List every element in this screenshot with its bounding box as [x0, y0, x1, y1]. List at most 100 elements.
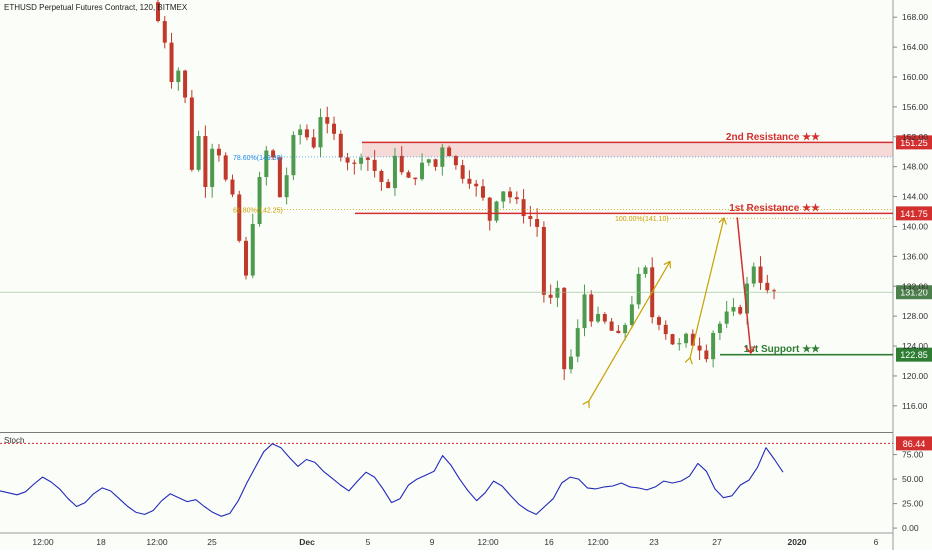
price-tick-label: 140.00 — [902, 221, 928, 231]
candle-body — [724, 311, 729, 324]
candle-body — [183, 70, 188, 98]
candle-body — [325, 117, 330, 124]
candle-body — [548, 294, 553, 298]
price-tick-label: 120.00 — [902, 371, 928, 381]
chart-title: ETHUSD Perpetual Futures Contract, 120, … — [4, 3, 188, 12]
time-tick-label: 23 — [649, 537, 659, 547]
candle-body — [677, 343, 682, 345]
resistance-zone — [362, 142, 893, 157]
candle-body — [440, 147, 445, 167]
candle-body — [704, 350, 709, 360]
candle-body — [596, 314, 601, 322]
level-value-badge — [896, 206, 932, 221]
candle-body — [528, 216, 533, 220]
candle-body — [711, 332, 716, 360]
candle-body — [284, 175, 289, 198]
price-tick-label: 152.00 — [902, 132, 928, 142]
time-tick-label: 16 — [544, 537, 554, 547]
candle-body — [237, 194, 242, 241]
level-label: 2nd Resistance ★★ — [726, 132, 820, 143]
candle-body — [758, 266, 763, 283]
level-value-label: 122.85 — [900, 350, 928, 360]
candle-body — [447, 147, 452, 157]
candle-body — [311, 137, 316, 148]
candle-body — [575, 328, 580, 357]
candle-body — [636, 273, 641, 305]
candle-body — [372, 159, 377, 171]
price-tick-label: 116.00 — [902, 401, 928, 411]
candle-body — [535, 219, 540, 227]
candle-body — [663, 324, 668, 335]
candle-body — [562, 287, 567, 370]
candle-body — [453, 156, 458, 166]
candle-body — [189, 97, 194, 170]
price-tick-label: 168.00 — [902, 12, 928, 22]
price-tick-label: 148.00 — [902, 162, 928, 172]
time-tick-label: 25 — [207, 537, 217, 547]
candle-body — [304, 129, 309, 138]
candle-body — [352, 162, 357, 164]
time-tick-label: 12:00 — [477, 537, 499, 547]
candle-body — [379, 170, 384, 182]
candle-body — [629, 304, 634, 325]
stoch-tick-label: 50.00 — [902, 474, 924, 484]
stoch-tick-label: 25.00 — [902, 499, 924, 509]
level-value-label: 151.25 — [900, 138, 928, 148]
level-label: 1st Support ★★ — [744, 344, 820, 355]
candle-body — [568, 356, 573, 370]
candle-body — [541, 226, 546, 295]
stoch-line — [0, 443, 784, 517]
candle-body — [264, 150, 269, 178]
fib-level-label: 78.60%(149.30) — [233, 155, 283, 162]
candle-body — [216, 148, 221, 156]
candle-body — [223, 155, 228, 180]
candle-body — [406, 172, 411, 178]
candle-body — [589, 294, 594, 322]
candle-body — [487, 197, 492, 221]
candle-body — [271, 150, 276, 158]
candle-body — [582, 294, 587, 329]
target-arrow — [736, 217, 751, 352]
fib-level-label: 61.80%(142.25) — [233, 208, 283, 215]
candle-body — [602, 314, 607, 322]
candle-body — [508, 191, 513, 198]
time-tick-label: 5 — [366, 537, 371, 547]
time-tick-label: 9 — [430, 537, 435, 547]
candle-body — [169, 42, 174, 83]
candle-body — [494, 201, 499, 221]
time-tick-label: 12:00 — [32, 537, 54, 547]
candle-body — [244, 240, 249, 276]
candle-body — [298, 129, 303, 136]
time-tick-label: 12:00 — [146, 537, 168, 547]
candle-body — [670, 334, 675, 345]
candle-body — [738, 307, 743, 314]
level-value-badge — [896, 347, 932, 362]
pane-separator — [0, 432, 893, 433]
candle-body — [609, 321, 614, 331]
candle-body — [277, 157, 282, 198]
stoch-tick-label: 0.00 — [902, 523, 919, 533]
candle-body — [623, 324, 628, 334]
level-value-label: 141.75 — [900, 209, 928, 219]
candle-body — [250, 224, 255, 276]
candle-body — [555, 287, 560, 298]
candle-body — [196, 136, 201, 170]
candle-body — [257, 177, 262, 225]
price-tick-label: 124.00 — [902, 341, 928, 351]
candle-body — [365, 157, 370, 160]
candle-body — [359, 157, 364, 164]
candle-body — [162, 21, 167, 43]
time-tick-label: 27 — [712, 537, 722, 547]
candle-body — [480, 186, 485, 198]
projection-arrow — [690, 219, 724, 359]
candle-body — [697, 345, 702, 351]
candle-body — [230, 179, 235, 195]
candle-body — [156, 2, 160, 22]
candle-body — [744, 283, 749, 314]
candle-body — [386, 181, 391, 189]
price-tick-label: 164.00 — [902, 42, 928, 52]
candle-body — [772, 290, 777, 292]
candle-body — [338, 133, 343, 158]
